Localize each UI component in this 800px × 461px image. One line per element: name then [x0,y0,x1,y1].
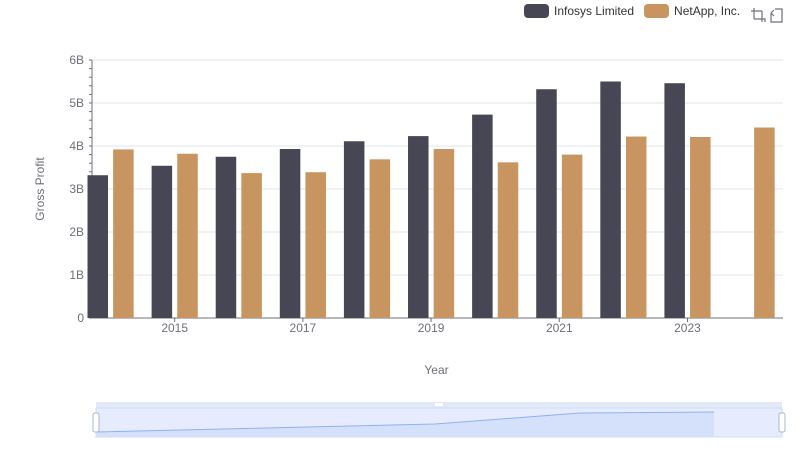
x-tick-label: 2019 [418,321,445,335]
bar-infosys-2023 [664,83,685,318]
bar-netapp-2023 [690,136,711,318]
legend-label-infosys: Infosys Limited [554,4,635,18]
bar-infosys-2021 [536,89,557,319]
bar-netapp-2014 [113,149,134,318]
legend-item-infosys[interactable]: Infosys Limited [524,4,634,18]
toolbox [748,7,784,23]
legend-item-netapp[interactable]: NetApp, Inc. [644,4,740,18]
bar-netapp-2022 [625,136,647,318]
legend-swatch-netapp [644,4,670,18]
zoom-icon[interactable] [750,7,766,23]
x-tick-label: 2023 [674,321,701,335]
y-axis-title: Gross Profit [33,157,47,221]
bar-netapp-2015 [177,153,198,318]
bar-netapp-2016 [241,173,262,318]
bar-netapp-2019 [433,149,455,318]
bar-infosys-2018 [343,141,365,318]
bar-netapp-2021 [561,154,583,318]
bar-infosys-2016 [215,156,237,318]
bar-infosys-2014 [87,175,109,318]
legend-label-netapp: NetApp, Inc. [674,4,741,18]
y-tick-label: 1B [69,268,84,282]
bar-netapp-2018 [369,159,391,318]
x-tick-label: 2015 [161,321,188,335]
y-tick-label: 0 [77,311,84,325]
zoom-reset-icon[interactable] [768,7,784,23]
y-tick-label: 5B [69,96,84,110]
x-tick-label: 2021 [546,321,573,335]
bar-infosys-2017 [279,149,301,318]
x-axis-title: Year [424,363,448,377]
y-tick-label: 3B [69,182,84,196]
y-tick-label: 2B [69,225,84,239]
bar-netapp-2017 [305,172,326,318]
bar-infosys-2015 [151,165,173,318]
slider-preview-area [96,412,714,437]
bar-netapp-2020 [497,162,519,318]
bar-netapp-2024 [754,127,775,318]
slider-move-handle[interactable] [435,403,443,406]
y-tick-label: 6B [69,53,84,67]
bar-infosys-2020 [472,114,493,318]
slider-preview-line [95,411,715,433]
slider-handle-right[interactable] [778,412,786,433]
legend: Infosys Limited NetApp, Inc. [524,4,750,18]
legend-swatch-infosys [524,4,549,18]
x-tick-label: 2017 [290,321,317,335]
bar-infosys-2022 [600,81,621,318]
slider-handle-left[interactable] [92,412,100,433]
y-tick-label: 4B [69,139,84,153]
bar-infosys-2019 [408,136,429,318]
